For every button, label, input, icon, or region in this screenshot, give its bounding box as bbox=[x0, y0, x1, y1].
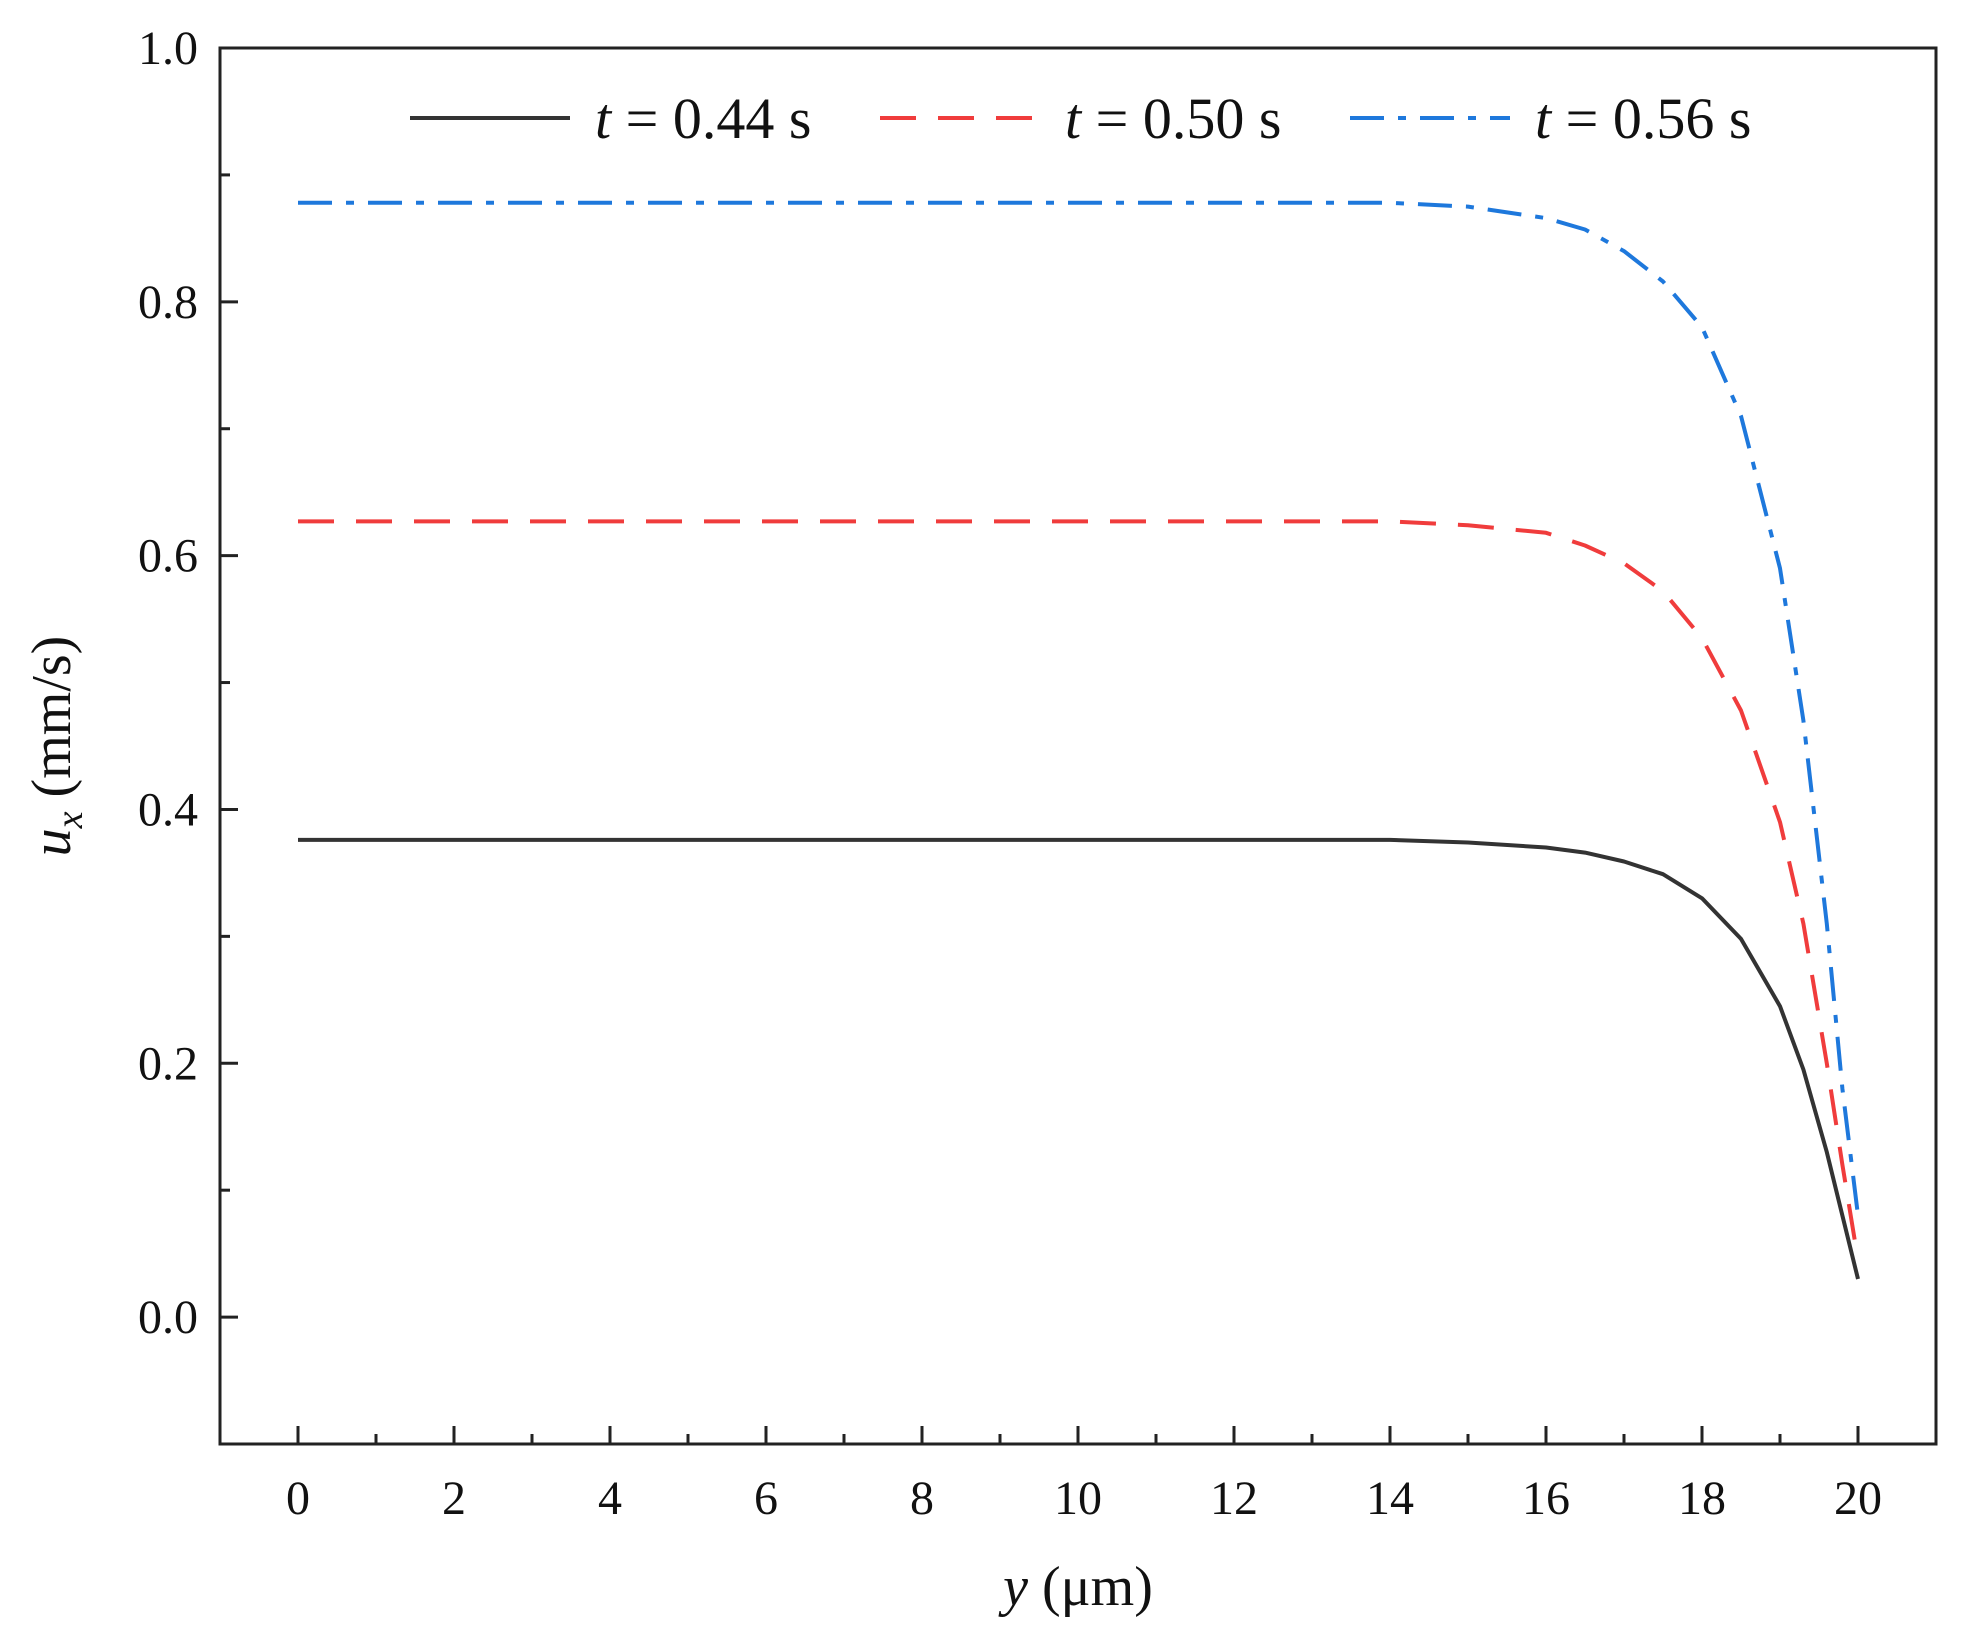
x-tick-label: 0 bbox=[286, 1472, 310, 1525]
x-tick-label: 20 bbox=[1834, 1472, 1882, 1525]
legend: t = 0.44 s t = 0.50 s t = 0.56 s bbox=[410, 86, 1751, 151]
x-tick-label: 2 bbox=[442, 1472, 466, 1525]
y-axis-title: ux (mm/s) bbox=[21, 636, 91, 857]
x-tick-label: 10 bbox=[1054, 1472, 1102, 1525]
y-tick-label: 0.6 bbox=[138, 530, 198, 583]
x-axis-ticks: 0 2 4 6 8 10 12 14 16 18 20 bbox=[286, 1426, 1882, 1525]
x-tick-label: 18 bbox=[1678, 1472, 1726, 1525]
y-tick-label: 0.4 bbox=[138, 783, 198, 836]
series-line-0 bbox=[298, 837, 1860, 1280]
series-line-1 bbox=[298, 519, 1860, 1261]
y-axis-ticks: 0.0 0.2 0.4 0.6 0.8 1.0 bbox=[138, 22, 238, 1446]
x-tick-label: 6 bbox=[754, 1472, 778, 1525]
y-tick-label: 0.0 bbox=[138, 1291, 198, 1344]
x-tick-label: 4 bbox=[598, 1472, 622, 1525]
x-axis-title: y (μm) bbox=[998, 1556, 1153, 1618]
series-layer bbox=[298, 200, 1860, 1280]
x-tick-label: 14 bbox=[1366, 1472, 1414, 1525]
y-tick-label: 1.0 bbox=[138, 22, 198, 75]
y-tick-label: 0.2 bbox=[138, 1037, 198, 1090]
legend-label-0: t = 0.44 s bbox=[595, 86, 811, 151]
legend-label-2: t = 0.56 s bbox=[1535, 86, 1751, 151]
x-tick-label: 12 bbox=[1210, 1472, 1258, 1525]
legend-label-1: t = 0.50 s bbox=[1065, 86, 1281, 151]
series-line-2 bbox=[298, 200, 1860, 1216]
x-tick-label: 8 bbox=[910, 1472, 934, 1525]
x-tick-label: 16 bbox=[1522, 1472, 1570, 1525]
plot-frame bbox=[218, 46, 1938, 1446]
y-tick-label: 0.8 bbox=[138, 276, 198, 329]
